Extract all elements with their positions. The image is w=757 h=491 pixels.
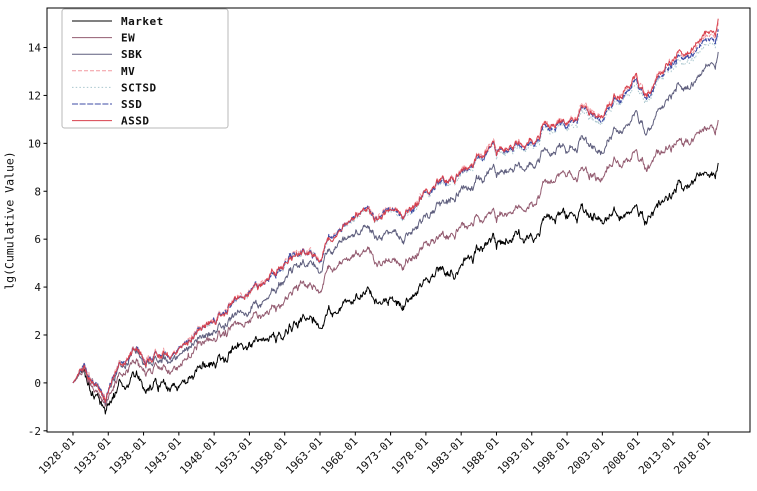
legend-label-assd: ASSD <box>121 115 150 128</box>
legend-label-ssd: SSD <box>121 98 142 111</box>
series-line-mv <box>72 22 719 402</box>
x-tick-label: 1973-01 <box>354 435 396 477</box>
legend-label-ew: EW <box>121 32 135 45</box>
legend-label-mv: MV <box>121 65 135 78</box>
x-tick-label: 2018-01 <box>671 435 713 477</box>
x-tick-label: 1958-01 <box>248 435 290 477</box>
y-tick-label: 0 <box>34 377 41 390</box>
x-tick-label: 1993-01 <box>495 435 537 477</box>
x-tick-label: 2008-01 <box>601 435 643 477</box>
plot-border <box>46 7 751 433</box>
x-tick-label: 2013-01 <box>636 435 678 477</box>
series-line-sbk <box>72 51 719 405</box>
x-tick-label: 1988-01 <box>460 435 502 477</box>
y-tick-label: 14 <box>28 42 42 55</box>
y-tick-label: -2 <box>28 425 41 438</box>
series-line-ew <box>72 119 719 407</box>
legend-box <box>61 8 229 129</box>
y-tick-label: 2 <box>34 329 41 342</box>
x-tick-label: 1933-01 <box>71 435 113 477</box>
series-line-market <box>72 162 719 415</box>
y-tick-label: 6 <box>34 233 41 246</box>
x-tick-label: 2003-01 <box>565 435 607 477</box>
y-tick-label: 4 <box>34 281 41 294</box>
legend-label-market: Market <box>121 15 164 28</box>
x-tick-label: 1953-01 <box>213 435 255 477</box>
legend-label-sctsd: SCTSD <box>121 81 157 94</box>
x-tick-label: 1928-01 <box>36 435 78 477</box>
x-tick-label: 1948-01 <box>177 435 219 477</box>
x-tick-label: 1943-01 <box>142 435 184 477</box>
y-tick-label: 12 <box>28 89 41 102</box>
series-line-assd <box>72 18 719 403</box>
x-tick-label: 1983-01 <box>424 435 466 477</box>
x-tick-label: 1968-01 <box>318 435 360 477</box>
y-axis-label: lg(Cumulative Value) <box>2 151 17 290</box>
legend-label-sbk: SBK <box>121 48 142 61</box>
series-line-sctsd <box>72 34 719 403</box>
x-tick-label: 1938-01 <box>107 435 149 477</box>
y-tick-label: 10 <box>28 137 41 150</box>
y-tick-label: 8 <box>34 185 41 198</box>
x-tick-label: 1998-01 <box>530 435 572 477</box>
x-tick-label: 1978-01 <box>389 435 431 477</box>
x-tick-label: 1963-01 <box>283 435 325 477</box>
